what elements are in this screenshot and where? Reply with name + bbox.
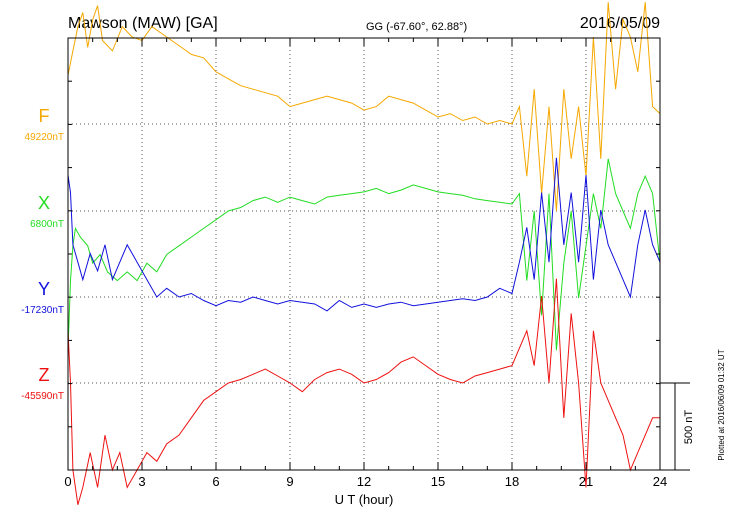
- series-baseline-z: -45590nT: [21, 391, 64, 402]
- series-name-z: Z: [39, 365, 50, 385]
- axis-ticks: [67, 38, 661, 470]
- x-tick-label-12: 12: [357, 474, 371, 489]
- x-tick-label-21: 21: [579, 474, 593, 489]
- x-tick-labels: 0 3 6 9 12 15 18 21 24: [64, 474, 667, 489]
- x-tick-label-24: 24: [653, 474, 667, 489]
- scale-bar-label: 500 nT: [683, 410, 695, 445]
- series-labels: F 49220nT X 6800nT Y -17230nT Z -45590nT: [21, 106, 64, 402]
- series-baseline-x: 6800nT: [30, 219, 64, 230]
- series-line-y: [67, 157, 661, 312]
- series-name-f: F: [39, 106, 50, 126]
- series-baseline-f: 49220nT: [25, 132, 64, 143]
- series-line-x: [67, 158, 661, 351]
- series-name-y: Y: [38, 279, 50, 299]
- x-tick-label-9: 9: [286, 474, 293, 489]
- x-tick-label-6: 6: [212, 474, 219, 489]
- plotted-at-note: Plotted at 2016/06/09 01:32 UT: [717, 349, 726, 460]
- x-axis-label: U T (hour): [335, 492, 394, 507]
- scale-bar: 500 nT: [660, 382, 695, 471]
- x-tick-label-3: 3: [138, 474, 145, 489]
- x-tick-label-15: 15: [431, 474, 445, 489]
- x-tick-label-0: 0: [64, 474, 71, 489]
- series-line-z: [67, 278, 660, 505]
- series-lines: [67, 2, 661, 505]
- station-coordinates: GG (-67.60°, 62.88°): [366, 21, 467, 33]
- x-tick-label-18: 18: [505, 474, 519, 489]
- station-title: Mawson (MAW) [GA]: [68, 15, 218, 32]
- plot-date: 2016/05/09: [580, 15, 660, 32]
- series-baseline-y: -17230nT: [21, 305, 64, 316]
- series-name-x: X: [38, 193, 50, 213]
- grid-lines: [68, 38, 660, 470]
